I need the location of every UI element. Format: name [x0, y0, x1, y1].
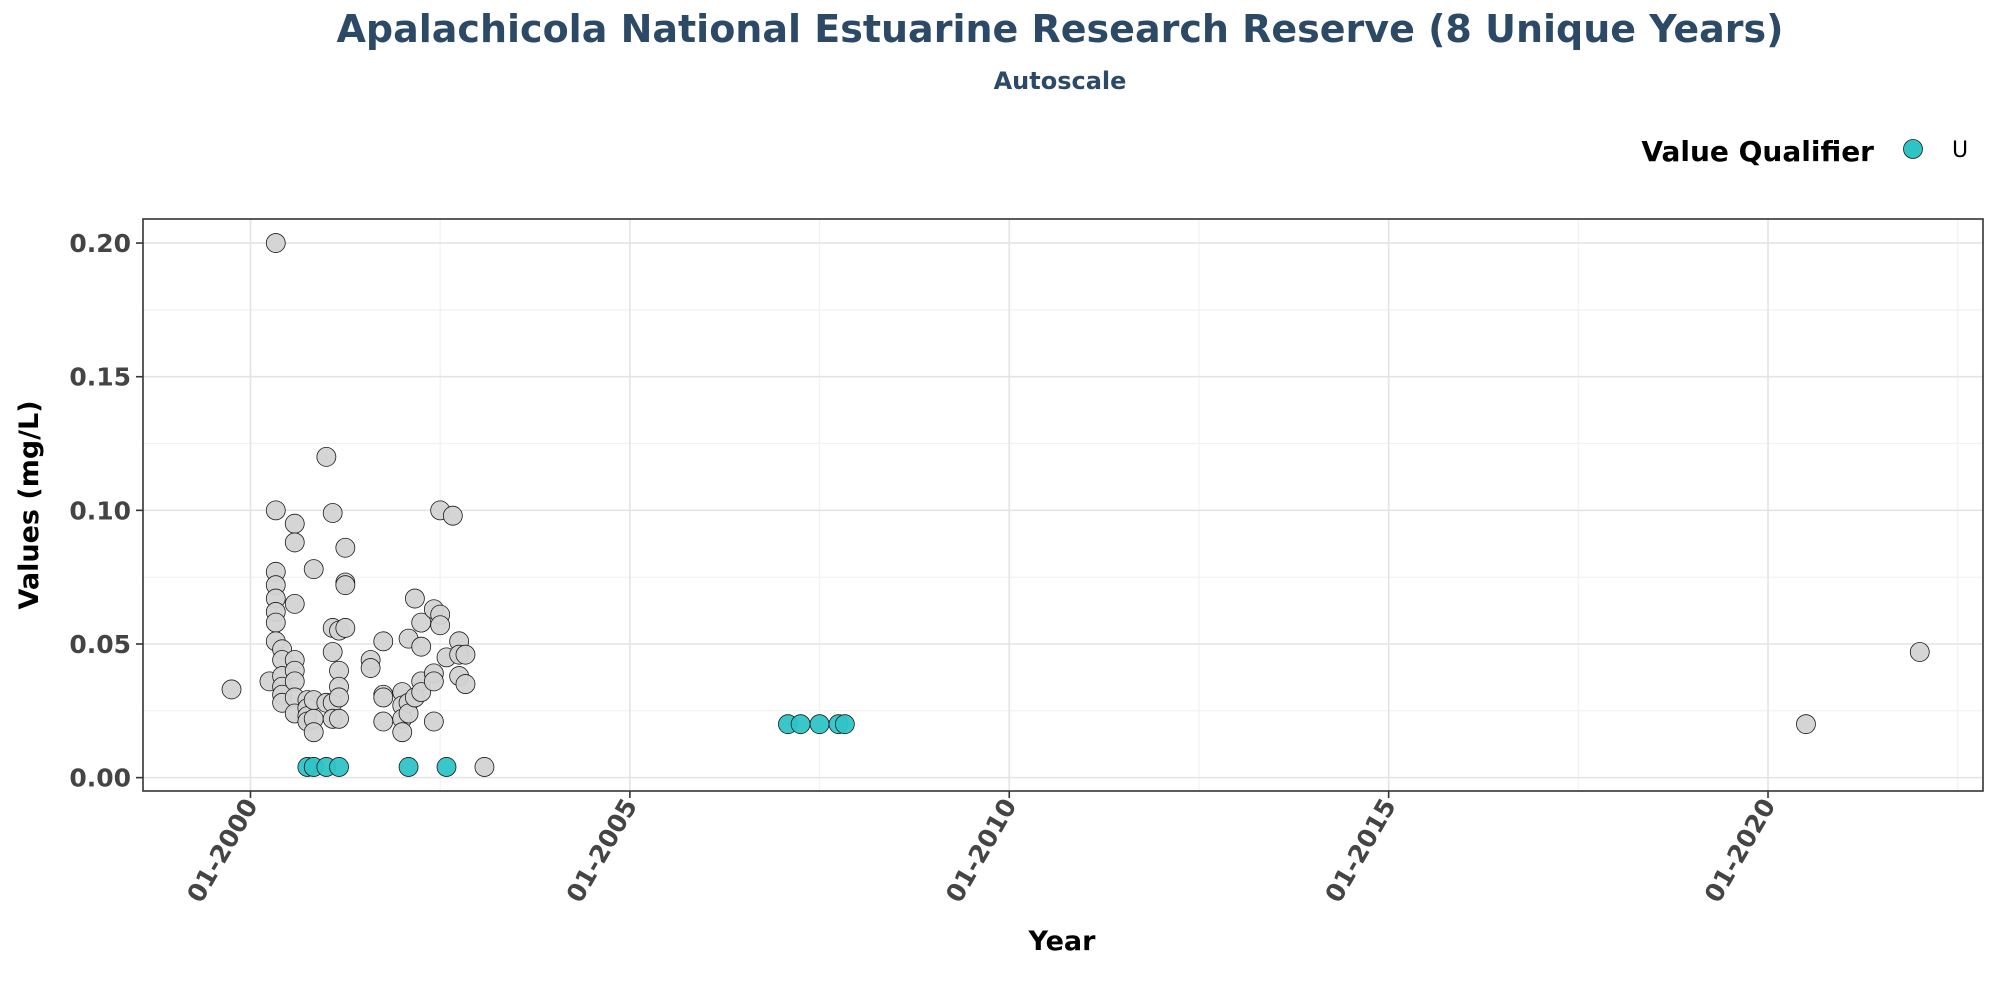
y-tick-label: 0.20: [69, 229, 131, 258]
y-tick-label: 0.00: [69, 764, 131, 793]
data-point-u: [834, 714, 855, 735]
data-point: [430, 615, 451, 636]
x-tick-label: 01-2010: [940, 794, 1022, 908]
data-point: [455, 674, 476, 694]
data-point-u: [790, 714, 811, 735]
data-point: [1796, 714, 1816, 735]
legend-marker-u: [1903, 139, 1923, 159]
data-point: [1909, 642, 1930, 662]
plot-panel-border: [142, 218, 1984, 792]
data-point-u: [436, 757, 457, 777]
data-point: [373, 711, 394, 732]
data-point: [442, 505, 463, 526]
data-point: [329, 687, 349, 708]
y-tick-label: 0.15: [69, 363, 131, 392]
data-point: [284, 513, 305, 534]
data-point: [411, 636, 432, 657]
data-point: [265, 500, 286, 521]
data-point: [303, 722, 324, 743]
data-point: [284, 532, 305, 553]
data-point: [335, 575, 356, 596]
y-tick-label: 0.05: [69, 630, 131, 659]
data-point: [474, 757, 495, 777]
chart-subtitle: Autoscale: [994, 67, 1127, 95]
data-point: [265, 612, 286, 633]
data-point: [423, 671, 444, 692]
data-point: [335, 618, 356, 638]
data-point: [284, 593, 305, 614]
x-axis: 01-2000 01-2005 01-2010 01-2015 01-2020: [181, 791, 1781, 907]
data-points: [221, 233, 1930, 777]
data-point-u: [398, 757, 419, 777]
legend-title: Value Qualifier: [1641, 135, 1874, 168]
legend: Value Qualifier U: [1641, 135, 1968, 168]
data-point: [322, 503, 343, 523]
data-point: [392, 722, 413, 743]
x-axis-title: Year: [1028, 926, 1097, 957]
data-point: [322, 642, 343, 662]
data-point: [373, 687, 394, 708]
data-point: [404, 588, 425, 609]
data-point-u: [329, 757, 349, 777]
y-axis: 0.00 0.05 0.10 0.15 0.20: [69, 229, 143, 793]
data-point: [373, 631, 394, 652]
y-axis-title: Values (mg/L): [14, 400, 45, 609]
x-tick-label: 01-2020: [1699, 794, 1781, 908]
legend-label-u: U: [1952, 138, 1968, 163]
y-tick-label: 0.10: [69, 496, 131, 525]
x-tick-label: 01-2015: [1319, 794, 1401, 908]
data-point: [329, 708, 349, 729]
data-point: [335, 537, 356, 558]
data-point: [360, 658, 381, 678]
x-tick-label: 01-2005: [561, 794, 643, 908]
data-point: [316, 446, 337, 467]
data-point: [423, 711, 444, 732]
chart-title: Apalachicola National Estuarine Research…: [337, 7, 1784, 51]
data-point-u: [809, 714, 830, 735]
data-point: [221, 679, 242, 700]
x-tick-label: 01-2000: [181, 794, 263, 908]
data-point: [303, 559, 324, 580]
data-point: [265, 233, 286, 253]
data-point: [455, 644, 476, 665]
